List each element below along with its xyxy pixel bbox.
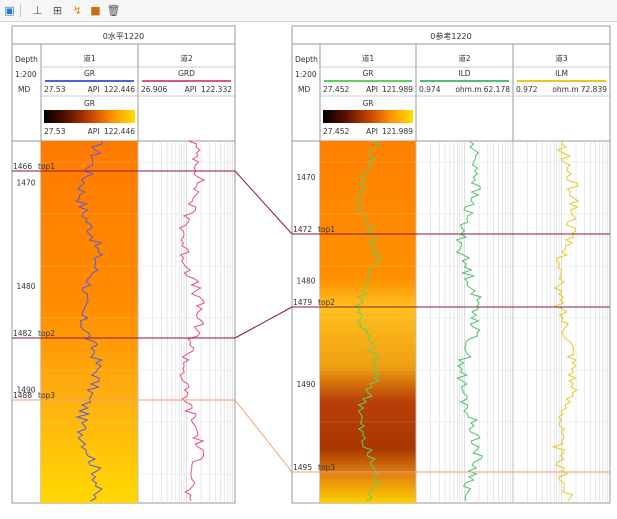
log-curve	[551, 140, 580, 502]
depth-tick-label: 1490	[16, 385, 35, 394]
track-name: 道3	[555, 53, 567, 63]
formation-top-top1[interactable]: 1472 top1	[292, 225, 610, 235]
correlation-line-top3	[234, 399, 293, 473]
colorbar	[44, 110, 135, 123]
track-grid	[512, 141, 611, 503]
formation-top-top2[interactable]: 1482 top2	[12, 329, 235, 339]
tool-c-icon[interactable]: ↯	[72, 4, 83, 17]
curve-max: 62.178	[484, 85, 510, 94]
curve-max: 72.839	[581, 85, 607, 94]
curve-name: GR	[362, 69, 373, 78]
top-depth-label: 1482	[13, 329, 32, 338]
colorbar-unit: API	[366, 127, 378, 136]
top-name-label: top3	[38, 391, 55, 400]
curve-min: 26.906	[141, 85, 167, 94]
tool-b-icon[interactable]: ⊞	[52, 4, 63, 17]
curve-unit: ohm.m	[552, 85, 578, 94]
fill-color-icon[interactable]: ■	[90, 4, 101, 17]
depth-tick-label: 1490	[296, 380, 315, 389]
delete-icon[interactable]: 🗑	[106, 4, 121, 17]
curve-name: ILM	[555, 69, 568, 78]
curve-min: 27.53	[44, 85, 66, 94]
curve-unit: API	[88, 85, 100, 94]
curve-min: 0.972	[516, 85, 538, 94]
colorbar-max: 122.446	[104, 127, 135, 136]
formation-top-top1[interactable]: 1466 top1	[12, 162, 235, 172]
track-3: 道3 ILM 0.972 ohm.m 72.839	[512, 53, 611, 503]
top-name-label: top1	[318, 225, 335, 234]
depth-tick-label: 1470	[16, 178, 35, 187]
curve-name: GR	[84, 69, 95, 78]
curve-name: ILD	[458, 69, 470, 78]
top-name-label: top2	[38, 329, 55, 338]
track-2: 道2 GRD 26.906 API 122.332	[137, 53, 236, 503]
formation-top-top3[interactable]: 1495 top3	[292, 463, 610, 473]
curve-name: GRD	[178, 69, 195, 78]
well-title: 0水平1220	[103, 31, 144, 41]
track-1: 道1 GR 27.452 API 121.989 GR 27.452 API 121.989	[320, 53, 416, 503]
correlation-line-top1	[234, 170, 293, 235]
curve-max: 122.446	[104, 85, 135, 94]
depth-tick-label: 1480	[16, 282, 35, 291]
top-name-label: top1	[38, 162, 55, 171]
depth-tick-label: 1470	[296, 173, 315, 182]
track-name: 道2	[458, 53, 470, 63]
gr-fill	[320, 141, 416, 503]
log-curve	[178, 140, 206, 502]
depth-label: Depth	[15, 55, 38, 64]
depth-ref: MD	[298, 85, 310, 94]
depth-scale: 1:200	[15, 70, 37, 79]
track-grid	[137, 141, 236, 503]
depth-label: Depth	[295, 55, 318, 64]
well-title: 0参考1220	[430, 31, 471, 41]
depth-ref: MD	[18, 85, 30, 94]
toolbar: ▣ ⊥ ⊞ ↯ ■ 🗑	[0, 0, 617, 22]
colorbar-min: 27.452	[323, 127, 349, 136]
log-curve	[354, 140, 382, 502]
track-2: 道2 ILD 0.974 ohm.m 62.178	[415, 53, 514, 503]
colorbar-min: 27.53	[44, 127, 66, 136]
colorbar-max: 121.989	[382, 127, 413, 136]
curve-min: 27.452	[323, 85, 349, 94]
well-panel-1: 0水平1220 Depth 1:200 MD 1470 1480 1490 道1 GR 27.53…	[11, 25, 236, 504]
track-name: 道1	[362, 53, 374, 63]
track-name: 道2	[180, 53, 192, 63]
curve-max: 122.332	[201, 85, 232, 94]
depth-scale: 1:200	[295, 70, 317, 79]
colorbar-label: GR	[84, 99, 95, 108]
tool-a-icon[interactable]: ⊥	[32, 4, 43, 17]
top-depth-label: 1472	[293, 225, 312, 234]
curve-max: 121.989	[382, 85, 413, 94]
log-curve	[455, 140, 484, 502]
curve-unit: API	[185, 85, 197, 94]
track-name: 道1	[83, 53, 95, 63]
track-grid	[415, 141, 514, 503]
colorbar-unit: API	[88, 127, 100, 136]
top-name-label: top2	[318, 298, 335, 307]
curve-unit: ohm.m	[455, 85, 481, 94]
top-depth-label: 1479	[293, 298, 312, 307]
formation-top-top3[interactable]: 1488 top3	[12, 391, 235, 401]
depth-tick-label: 1480	[296, 277, 315, 286]
correlation-line-top2	[234, 306, 293, 339]
well-panel-2: 0参考1220 Depth 1:200 MD 1470 1480 1490 道1 GR 27.45…	[291, 25, 611, 504]
colorbar-label: GR	[362, 99, 373, 108]
top-name-label: top3	[318, 463, 335, 472]
top-depth-label: 1495	[293, 463, 312, 472]
gr-fill	[41, 141, 138, 503]
select-icon[interactable]: ▣	[4, 4, 15, 17]
colorbar	[323, 110, 413, 123]
curve-min: 0.974	[419, 85, 441, 94]
top-depth-label: 1488	[13, 391, 32, 400]
formation-top-top2[interactable]: 1479 top2	[292, 298, 610, 308]
curve-unit: API	[366, 85, 378, 94]
top-depth-label: 1466	[13, 162, 32, 171]
track-1: 道1 GR 27.53 API 122.446 GR 27.53 API 122.446	[41, 53, 138, 503]
log-curve	[74, 140, 104, 502]
